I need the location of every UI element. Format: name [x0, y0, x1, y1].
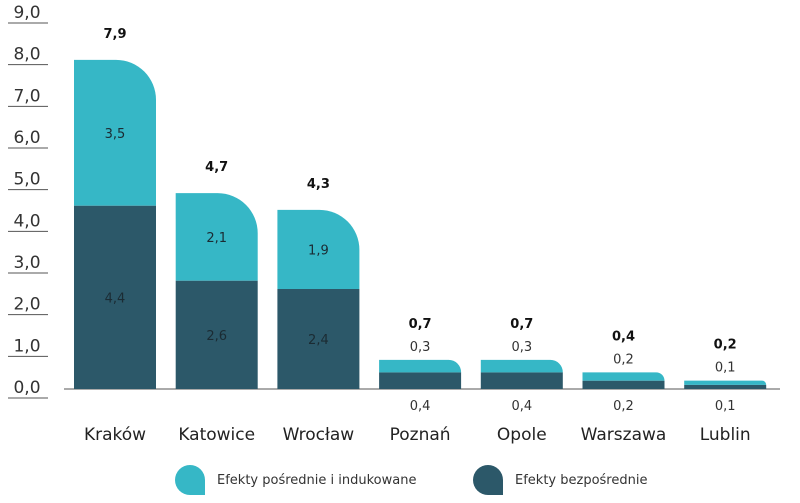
total-label: 0,2: [714, 338, 737, 353]
bar-segment-direct: [684, 384, 767, 389]
value-label-direct: 2,6: [206, 329, 227, 344]
total-label: 7,9: [103, 27, 126, 42]
legend-label-direct: Efekty bezpośrednie: [515, 472, 648, 488]
y-tick-label: 8,0: [13, 45, 40, 65]
value-label-direct: 2,4: [308, 333, 329, 348]
value-label-direct: 0,4: [511, 399, 532, 414]
bar-segment-indirect: [74, 59, 156, 206]
value-label-direct: 0,2: [613, 399, 634, 414]
legend-swatch-indirect: [175, 465, 205, 495]
x-category-label: Opole: [497, 425, 547, 445]
value-label-indirect: 3,5: [105, 127, 126, 142]
bar-segment-direct: [480, 372, 563, 389]
y-tick-label: 6,0: [13, 128, 40, 148]
value-label-direct: 0,4: [410, 399, 431, 414]
bar-segment-indirect: [379, 359, 462, 373]
y-tick-label: 5,0: [13, 170, 40, 190]
y-tick-label: 2,0: [13, 295, 40, 315]
total-label: 0,7: [510, 317, 533, 332]
bar-segment-indirect: [480, 359, 563, 373]
x-category-label: Kraków: [84, 425, 146, 445]
total-label: 4,3: [307, 177, 330, 192]
total-label: 0,7: [409, 317, 432, 332]
chart-legend: Efekty pośrednie i indukowane Efekty bez…: [0, 465, 800, 499]
legend-swatch-direct: [473, 465, 503, 495]
y-tick-label: 9,0: [13, 3, 40, 23]
x-category-label: Poznań: [390, 425, 451, 445]
legend-item-direct: Efekty bezpośrednie: [473, 465, 647, 495]
legend-label-indirect: Efekty pośrednie i indukowane: [217, 472, 417, 488]
legend-item-indirect: Efekty pośrednie i indukowane: [175, 465, 416, 495]
bar-segment-indirect: [277, 209, 360, 289]
y-tick-label: 7,0: [13, 86, 40, 106]
value-label-indirect: 0,3: [511, 340, 532, 355]
x-category-label: Warszawa: [581, 425, 667, 445]
y-tick-label: 3,0: [13, 253, 40, 273]
bar-segment-indirect: [684, 380, 767, 385]
value-label-indirect: 0,1: [715, 361, 736, 376]
bar-segment-direct: [175, 280, 258, 389]
bar-segment-indirect: [175, 193, 258, 281]
x-category-label: Wrocław: [283, 425, 355, 445]
bar-segment-direct: [277, 289, 360, 389]
x-category-label: Lublin: [700, 425, 751, 445]
value-label-indirect: 2,1: [206, 231, 227, 246]
bar-segment-indirect: [582, 372, 665, 381]
value-label-indirect: 0,2: [613, 352, 634, 367]
x-category-label: Katowice: [178, 425, 255, 445]
value-label-direct: 0,1: [715, 399, 736, 414]
value-label-indirect: 1,9: [308, 243, 329, 258]
bar-segment-direct: [379, 372, 462, 389]
bar-segment-direct: [74, 205, 156, 389]
total-label: 4,7: [205, 160, 228, 175]
y-tick-label: 4,0: [13, 211, 40, 231]
total-label: 0,4: [612, 329, 635, 344]
bar-segment-direct: [582, 380, 665, 389]
value-label-indirect: 0,3: [410, 340, 431, 355]
y-tick-label: 0,0: [13, 378, 40, 398]
stacked-bar-chart: 0,0 1,0 2,0 3,0 4,0 5,0 6,0 7,0 8,0 9,0 4,4 3,5 7,9 K…: [8, 3, 780, 445]
y-tick-label: 1,0: [13, 336, 40, 356]
value-label-direct: 4,4: [105, 291, 126, 306]
